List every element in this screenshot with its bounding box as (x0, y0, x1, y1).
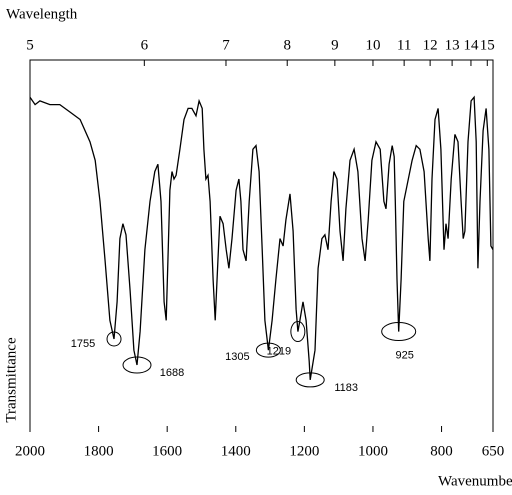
top-tick-label: 10 (365, 37, 380, 53)
peak-circle (295, 372, 325, 388)
top-axis-title: Wavelength (6, 6, 78, 22)
x-tick-label: 1800 (84, 443, 114, 459)
top-tick-label: 14 (463, 37, 479, 53)
x-tick-label: 1400 (221, 443, 251, 459)
x-tick-label: 650 (482, 443, 505, 459)
top-tick-label: 6 (141, 37, 149, 53)
peak-label: 1688 (160, 367, 184, 379)
peak-label: 1755 (71, 338, 95, 350)
top-tick-label: 8 (283, 37, 291, 53)
peak-circle (106, 331, 122, 347)
top-tick-label: 13 (445, 37, 460, 53)
peak-circle (381, 322, 417, 342)
peak-circle (290, 321, 306, 343)
peak-circle (122, 356, 152, 374)
x-tick-label: 1200 (289, 443, 319, 459)
top-tick-label: 9 (331, 37, 339, 53)
x-tick-label: 2000 (15, 443, 45, 459)
x-axis-title: Wavenumber (438, 473, 512, 489)
top-tick-label: 12 (423, 37, 438, 53)
top-tick-label: 11 (397, 37, 411, 53)
peak-label: 925 (396, 349, 414, 361)
x-tick-label: 800 (430, 443, 453, 459)
peak-label: 1183 (334, 382, 358, 394)
top-tick-label: 5 (26, 37, 34, 53)
x-tick-label: 1600 (152, 443, 182, 459)
top-tick-label: 7 (222, 37, 230, 53)
peak-label: 1219 (267, 345, 291, 357)
y-axis-title: Transmittance (3, 337, 19, 423)
top-tick-label: 15 (480, 37, 495, 53)
frame (29, 59, 494, 432)
peak-label: 1305 (225, 351, 249, 363)
x-tick-label: 1000 (358, 443, 388, 459)
spectrum-line (29, 95, 494, 381)
peak-circle (255, 342, 281, 358)
